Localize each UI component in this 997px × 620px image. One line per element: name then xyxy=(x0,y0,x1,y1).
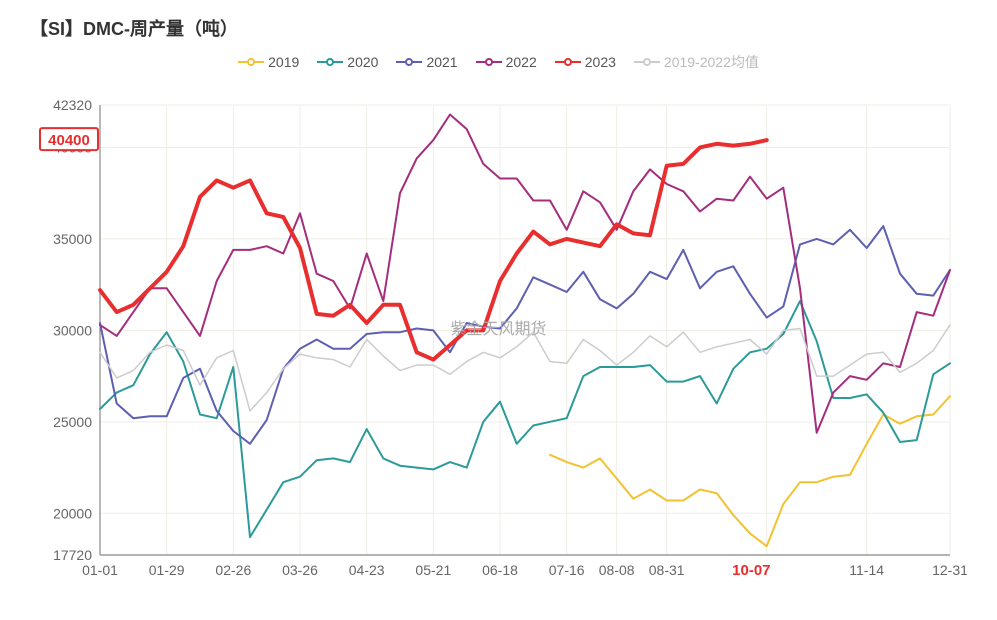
legend-item[interactable]: 2021 xyxy=(396,52,457,72)
legend-label: 2021 xyxy=(426,54,457,70)
legend: 2019 2020 2021 2022 2023 2019-2022均值 xyxy=(0,52,997,72)
legend-item[interactable]: 2020 xyxy=(317,52,378,72)
legend-label: 2019-2022均值 xyxy=(664,52,759,72)
svg-text:20000: 20000 xyxy=(53,505,92,521)
legend-label: 2022 xyxy=(506,54,537,70)
chart-title: 【SI】DMC-周产量（吨） xyxy=(30,15,238,41)
svg-text:12-31: 12-31 xyxy=(932,562,967,578)
svg-text:01-01: 01-01 xyxy=(82,562,118,578)
legend-item[interactable]: 2022 xyxy=(476,52,537,72)
svg-text:42320: 42320 xyxy=(53,97,92,113)
legend-marker xyxy=(238,56,264,68)
legend-label: 2019 xyxy=(268,54,299,70)
svg-text:05-21: 05-21 xyxy=(415,562,451,578)
legend-marker xyxy=(317,56,343,68)
legend-marker xyxy=(555,56,581,68)
svg-text:30000: 30000 xyxy=(53,322,92,338)
chart-area: 紫金天风期货 177202000025000300003500040000423… xyxy=(30,85,967,590)
svg-text:35000: 35000 xyxy=(53,231,92,247)
svg-text:25000: 25000 xyxy=(53,414,92,430)
legend-item[interactable]: 2019-2022均值 xyxy=(634,52,759,72)
legend-marker xyxy=(634,56,660,68)
svg-text:08-31: 08-31 xyxy=(649,562,685,578)
highlight-y-label: 40400 xyxy=(48,132,90,149)
legend-item[interactable]: 2019 xyxy=(238,52,299,72)
svg-text:01-29: 01-29 xyxy=(149,562,185,578)
legend-item[interactable]: 2023 xyxy=(555,52,616,72)
series-line xyxy=(100,325,950,411)
legend-marker xyxy=(476,56,502,68)
svg-text:03-26: 03-26 xyxy=(282,562,318,578)
legend-marker xyxy=(396,56,422,68)
svg-text:11-14: 11-14 xyxy=(849,562,884,578)
svg-text:06-18: 06-18 xyxy=(482,562,518,578)
svg-text:02-26: 02-26 xyxy=(215,562,251,578)
chart-svg: 1772020000250003000035000400004232001-01… xyxy=(30,85,967,590)
legend-label: 2023 xyxy=(585,54,616,70)
svg-text:04-23: 04-23 xyxy=(349,562,385,578)
svg-text:17720: 17720 xyxy=(53,547,92,563)
series-line xyxy=(550,396,950,546)
highlight-x-label: 10-07 xyxy=(732,562,770,579)
svg-text:08-08: 08-08 xyxy=(599,562,635,578)
legend-label: 2020 xyxy=(347,54,378,70)
svg-text:07-16: 07-16 xyxy=(549,562,585,578)
